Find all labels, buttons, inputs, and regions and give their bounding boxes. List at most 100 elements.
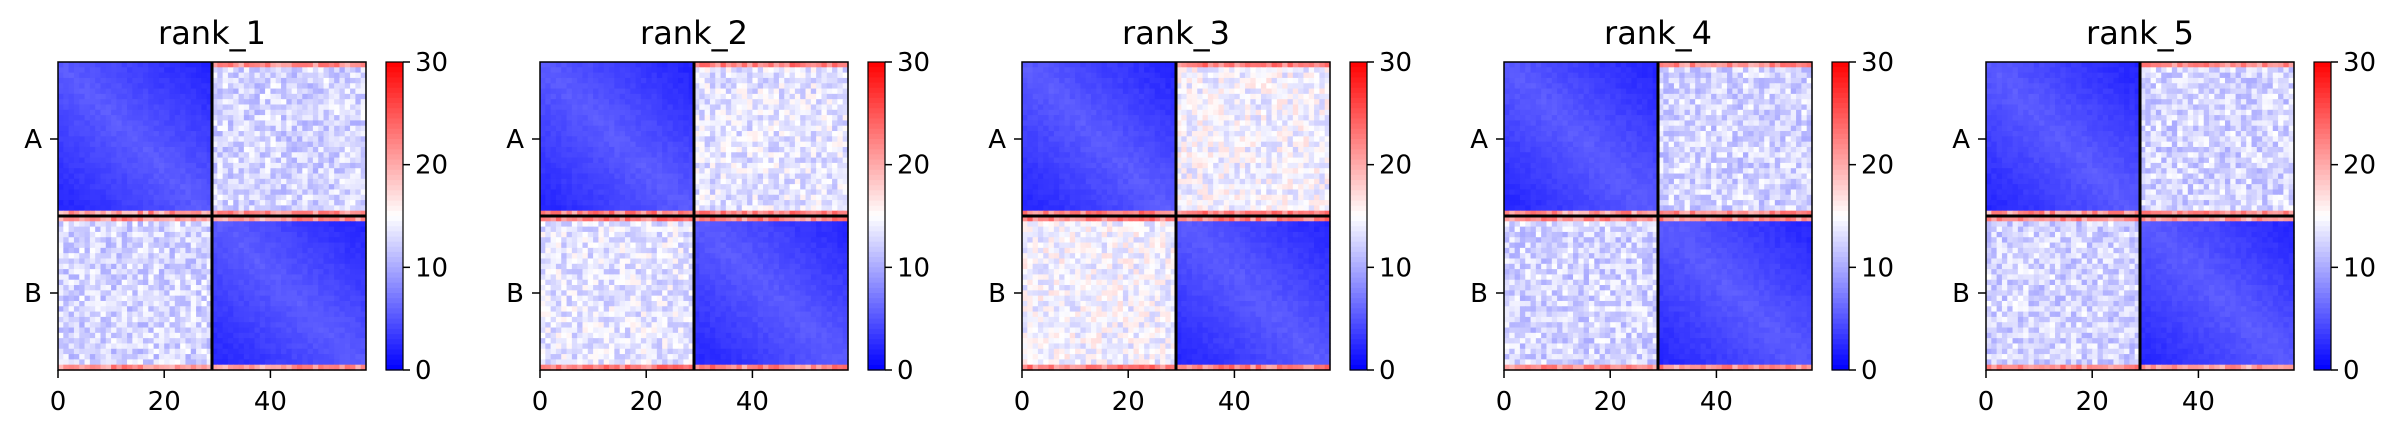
heatmap-cell	[826, 178, 833, 185]
heatmap-cell	[334, 216, 341, 222]
heatmap-cell	[196, 136, 202, 143]
heatmap-cell	[142, 364, 149, 371]
heatmap-cell	[259, 311, 266, 318]
heatmap-cell	[339, 348, 346, 355]
heatmap-cell	[784, 109, 791, 116]
heatmap-cell	[763, 136, 769, 143]
heatmap-cell	[821, 194, 828, 201]
heatmap-cell	[233, 226, 240, 233]
heatmap-cell	[350, 104, 356, 111]
heatmap-cell	[153, 93, 160, 100]
heatmap-cell	[555, 125, 562, 132]
heatmap-cell	[89, 104, 96, 111]
heatmap-cell	[63, 83, 70, 90]
heatmap-cell	[270, 311, 277, 318]
heatmap-cell	[640, 152, 647, 159]
heatmap-cell	[238, 136, 245, 143]
heatmap-cell	[646, 120, 653, 127]
heatmap-cell	[350, 136, 356, 143]
heatmap-cell	[212, 290, 218, 297]
heatmap-cell	[190, 332, 197, 339]
heatmap-cell	[127, 354, 133, 360]
heatmap-cell	[111, 221, 118, 228]
heatmap-cell	[339, 72, 346, 79]
heatmap-cell	[95, 178, 102, 185]
heatmap-cell	[635, 120, 642, 127]
heatmap-cell	[768, 141, 775, 148]
heatmap-cell	[318, 364, 325, 371]
heatmap-cell	[821, 120, 828, 127]
heatmap-cell	[577, 157, 584, 164]
heatmap-cell	[286, 99, 293, 106]
heatmap-cell	[603, 168, 610, 175]
heatmap-cell	[121, 290, 128, 297]
heatmap-cell	[121, 72, 128, 79]
heatmap-cell	[137, 141, 144, 148]
heatmap-cell	[196, 178, 202, 185]
heatmap-cell	[328, 295, 335, 302]
heatmap-cell	[68, 226, 75, 233]
heatmap-cell	[826, 72, 833, 79]
heatmap-cell	[275, 364, 282, 371]
heatmap-cell	[111, 311, 118, 318]
heatmap-cell	[555, 184, 562, 191]
heatmap-cell	[105, 322, 112, 329]
heatmap-cell	[816, 146, 823, 153]
heatmap-cell	[212, 189, 218, 196]
heatmap-cell	[344, 93, 351, 100]
heatmap-cell	[794, 184, 801, 191]
heatmap-cell	[132, 221, 139, 228]
heatmap-cell	[180, 162, 187, 169]
heatmap-cell	[116, 173, 123, 180]
heatmap-cell	[201, 189, 208, 196]
heatmap-cell	[73, 300, 80, 307]
heatmap-cell	[339, 189, 346, 196]
heatmap-cell	[142, 83, 149, 90]
heatmap-cell	[731, 173, 738, 180]
heatmap-cell	[259, 72, 266, 79]
heatmap-cell	[725, 184, 732, 191]
heatmap-cell	[281, 237, 287, 244]
heatmap-cell	[678, 131, 684, 137]
heatmap-cell	[709, 200, 716, 206]
heatmap-cell	[164, 322, 171, 329]
heatmap-cell	[227, 152, 234, 159]
heatmap-cell	[307, 216, 314, 222]
heatmap-cell	[132, 311, 139, 318]
heatmap-cell	[127, 311, 133, 318]
heatmap-cell	[185, 231, 192, 238]
heatmap-cell	[121, 258, 128, 265]
heatmap-cell	[318, 216, 325, 222]
heatmap-cell	[100, 109, 107, 116]
heatmap-cell	[715, 125, 722, 132]
heatmap-cell	[355, 332, 362, 339]
heatmap-cell	[206, 88, 213, 95]
heatmap-cell	[805, 178, 812, 185]
colorbar-segment	[386, 303, 403, 309]
heatmap-cell	[763, 99, 769, 106]
heatmap-cell	[360, 83, 367, 90]
heatmap-cell	[302, 216, 309, 222]
heatmap-cell	[318, 184, 325, 191]
heatmap-cell	[158, 247, 165, 254]
heatmap-cell	[566, 62, 573, 68]
heatmap-cell	[185, 141, 192, 148]
heatmap-cell	[334, 189, 341, 196]
heatmap-cell	[275, 131, 282, 137]
heatmap-cell	[217, 332, 224, 339]
heatmap-cell	[196, 157, 202, 164]
heatmap-cell	[286, 348, 293, 355]
heatmap-cell	[95, 141, 102, 148]
heatmap-cell	[217, 210, 224, 217]
heatmap-cell	[571, 99, 578, 106]
heatmap-cell	[201, 194, 208, 201]
heatmap-cell	[275, 359, 282, 366]
heatmap-cell	[233, 205, 240, 212]
heatmap-cell	[339, 152, 346, 159]
heatmap-cell	[741, 178, 748, 185]
heatmap-cell	[312, 205, 319, 212]
heatmap-cell	[318, 269, 325, 276]
heatmap-cell	[158, 359, 165, 366]
heatmap-cell	[736, 189, 743, 196]
heatmap-cell	[784, 104, 791, 111]
